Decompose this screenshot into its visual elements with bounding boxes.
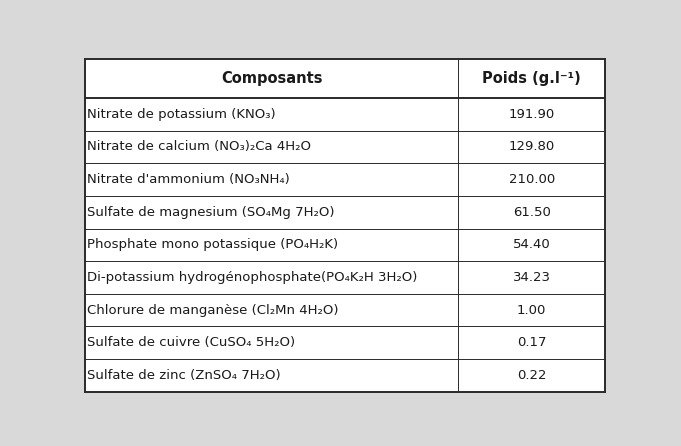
Text: Di-potassium hydrogénophosphate(PO₄K₂H 3H₂O): Di-potassium hydrogénophosphate(PO₄K₂H 3… [87, 271, 417, 284]
Text: 61.50: 61.50 [513, 206, 551, 219]
Text: 129.80: 129.80 [509, 140, 555, 153]
Text: Chlorure de manganèse (Cl₂Mn 4H₂O): Chlorure de manganèse (Cl₂Mn 4H₂O) [87, 304, 338, 317]
Text: Sulfate de cuivre (CuSO₄ 5H₂O): Sulfate de cuivre (CuSO₄ 5H₂O) [87, 336, 296, 349]
Text: Poids (g.l⁻¹): Poids (g.l⁻¹) [482, 71, 581, 86]
Text: 0.22: 0.22 [517, 369, 546, 382]
Text: Sulfate de magnesium (SO₄Mg 7H₂O): Sulfate de magnesium (SO₄Mg 7H₂O) [87, 206, 335, 219]
Text: Phosphate mono potassique (PO₄H₂K): Phosphate mono potassique (PO₄H₂K) [87, 238, 338, 252]
Text: 0.17: 0.17 [517, 336, 546, 349]
Text: Nitrate de potassium (KNO₃): Nitrate de potassium (KNO₃) [87, 108, 276, 121]
Text: 1.00: 1.00 [517, 304, 546, 317]
Text: Sulfate de zinc (ZnSO₄ 7H₂O): Sulfate de zinc (ZnSO₄ 7H₂O) [87, 369, 281, 382]
Text: Nitrate d'ammonium (NO₃NH₄): Nitrate d'ammonium (NO₃NH₄) [87, 173, 290, 186]
Text: 191.90: 191.90 [509, 108, 555, 121]
Text: 34.23: 34.23 [513, 271, 551, 284]
Text: Nitrate de calcium (NO₃)₂Ca 4H₂O: Nitrate de calcium (NO₃)₂Ca 4H₂O [87, 140, 311, 153]
Text: Composants: Composants [221, 71, 323, 86]
Text: 54.40: 54.40 [513, 238, 550, 252]
Text: 210.00: 210.00 [509, 173, 555, 186]
